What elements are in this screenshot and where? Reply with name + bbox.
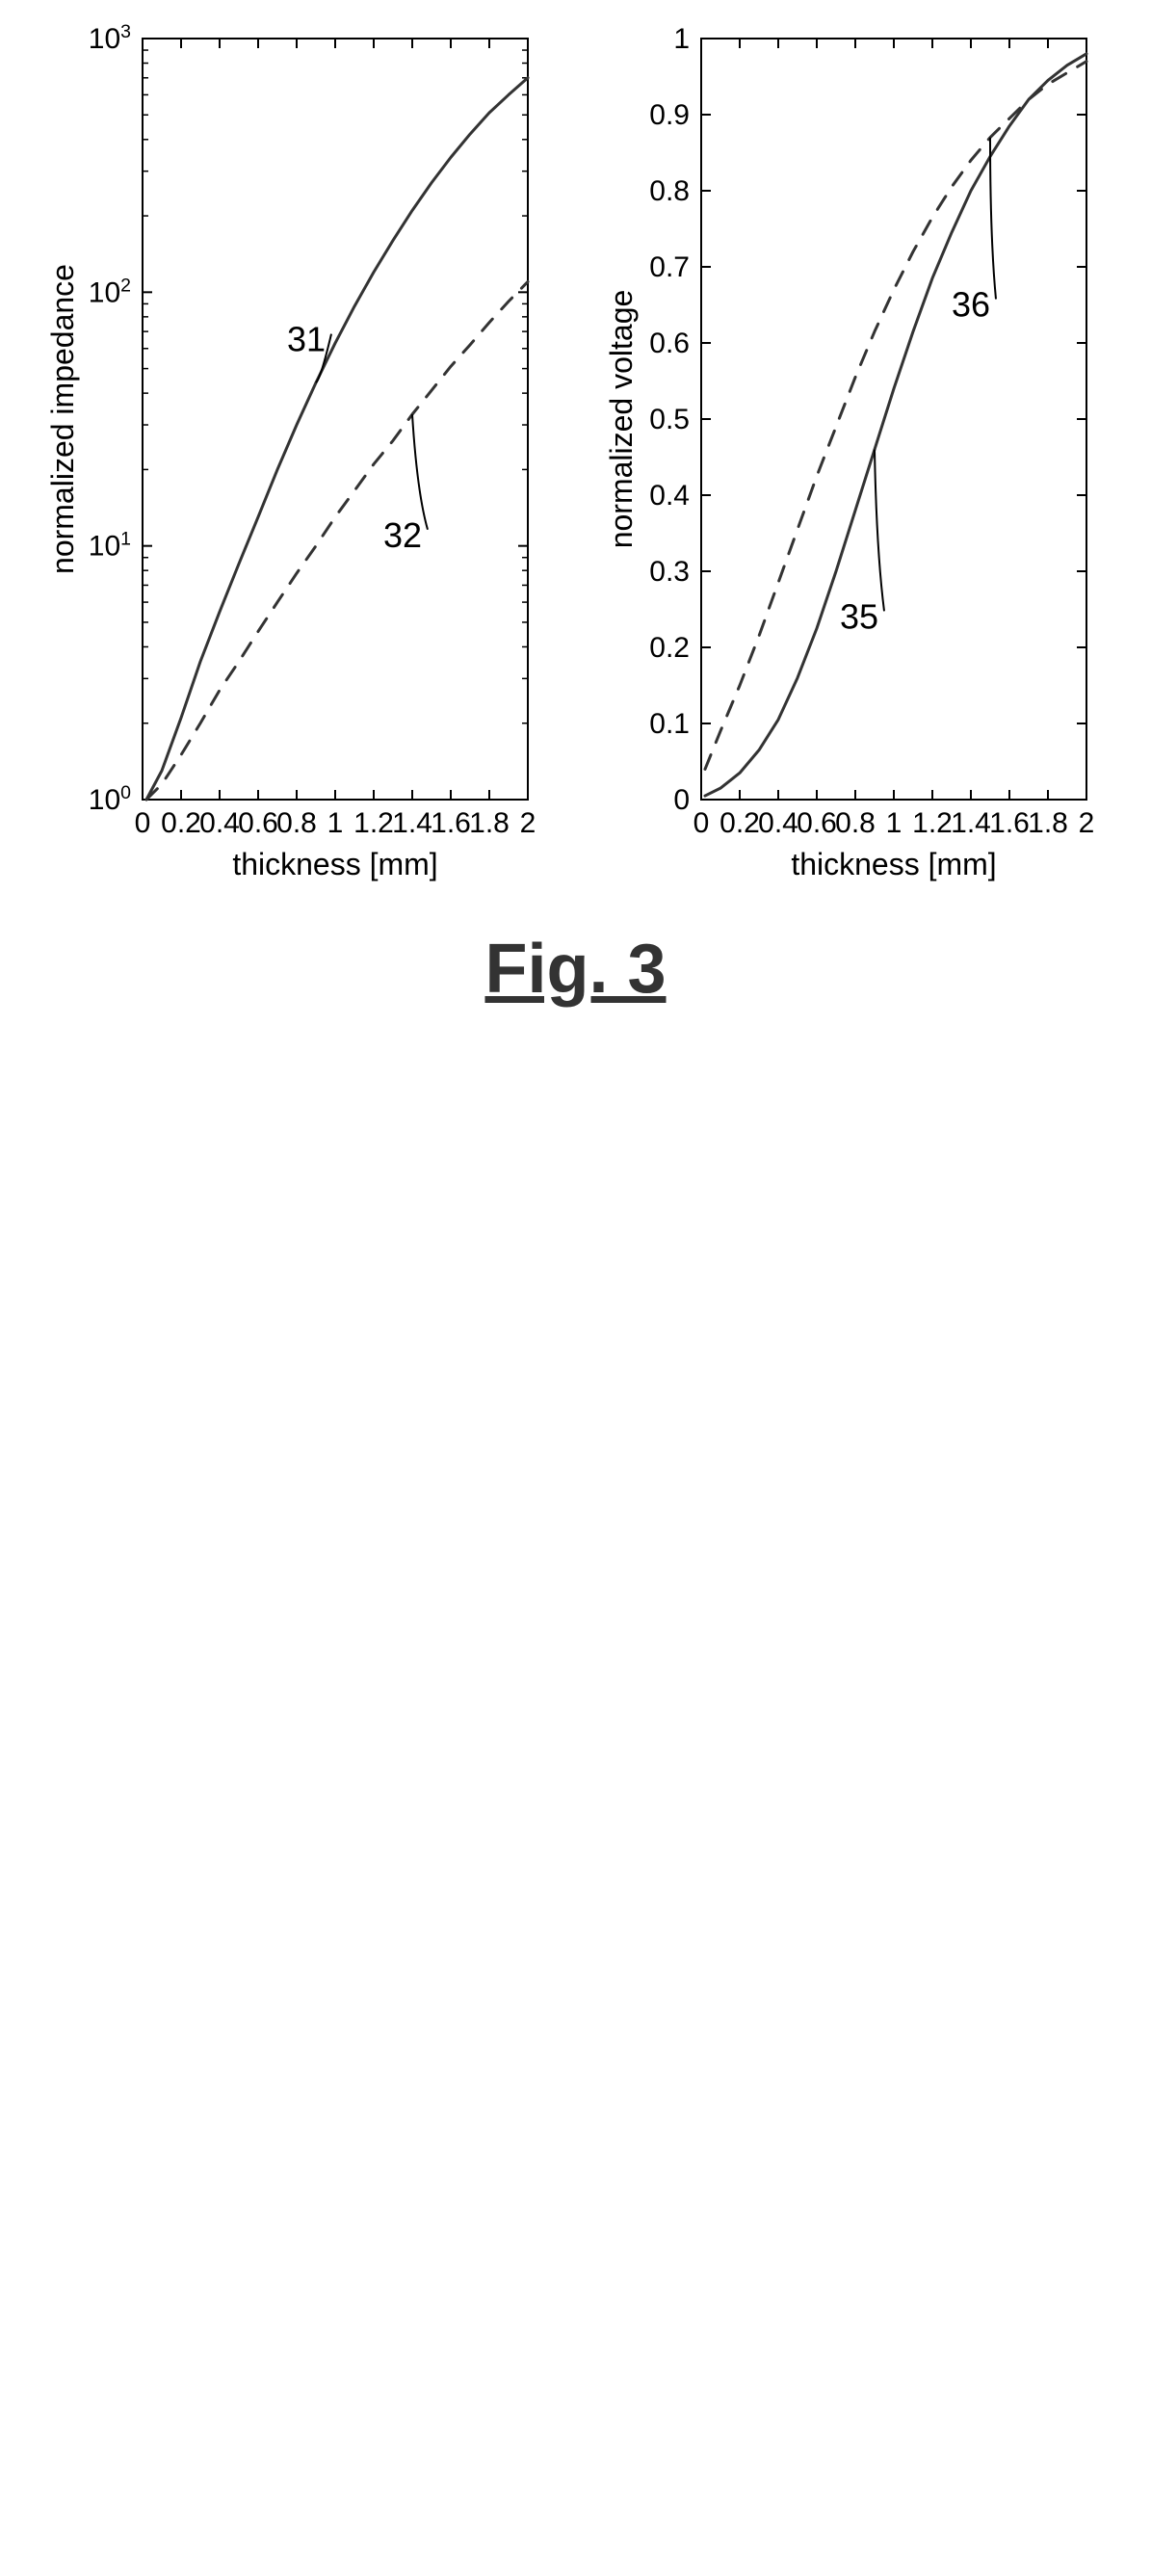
svg-text:102: 102 [88, 275, 130, 308]
svg-text:0.8: 0.8 [276, 807, 317, 839]
svg-text:0: 0 [134, 807, 150, 839]
svg-text:0.2: 0.2 [161, 807, 201, 839]
svg-text:1.4: 1.4 [951, 807, 991, 839]
svg-text:101: 101 [88, 529, 130, 563]
svg-text:thickness [mm]: thickness [mm] [232, 847, 437, 881]
svg-text:32: 32 [382, 515, 421, 555]
svg-text:1.2: 1.2 [353, 807, 394, 839]
right-chart-wrapper: 00.20.40.60.811.21.41.61.8200.10.20.30.4… [605, 19, 1106, 891]
figure-container: 00.20.40.60.811.21.41.61.82100101102103t… [19, 19, 1132, 1009]
svg-text:1.8: 1.8 [469, 807, 510, 839]
svg-text:1: 1 [885, 807, 902, 839]
svg-text:0.7: 0.7 [649, 251, 690, 283]
svg-text:0.6: 0.6 [238, 807, 278, 839]
svg-text:0.8: 0.8 [649, 175, 690, 207]
svg-text:2: 2 [519, 807, 536, 839]
svg-text:0.5: 0.5 [649, 404, 690, 435]
left-chart: 0 0.20.40.60.8 1 1.21.41.61.8 2 100 101 102 103 t… [46, 19, 547, 886]
svg-text:0.8: 0.8 [835, 807, 876, 839]
svg-text:100: 100 [88, 782, 130, 816]
svg-text:1.2: 1.2 [912, 807, 953, 839]
svg-text:103: 103 [88, 21, 130, 55]
svg-text:0: 0 [673, 784, 690, 816]
svg-text:0.4: 0.4 [649, 480, 690, 512]
figure-label: Fig. 3 [484, 930, 666, 1009]
svg-text:1: 1 [327, 807, 343, 839]
left-chart-wrapper: 0 0.20.40.60.8 1 1.21.41.61.8 2 100 101 102 103 t… [46, 19, 547, 891]
svg-text:1.8: 1.8 [1028, 807, 1068, 839]
svg-text:0.1: 0.1 [649, 708, 690, 740]
svg-text:0.9: 0.9 [649, 99, 690, 131]
charts-row: 00.20.40.60.811.21.41.61.82100101102103t… [46, 19, 1106, 891]
svg-text:0.2: 0.2 [649, 632, 690, 664]
svg-text:normalized voltage: normalized voltage [605, 290, 639, 549]
svg-text:31: 31 [286, 320, 325, 359]
svg-text:36: 36 [951, 285, 989, 325]
svg-text:0.6: 0.6 [797, 807, 837, 839]
svg-text:0.4: 0.4 [199, 807, 240, 839]
svg-text:2: 2 [1078, 807, 1094, 839]
svg-text:0.3: 0.3 [649, 556, 690, 588]
svg-text:0.6: 0.6 [649, 328, 690, 359]
svg-text:0: 0 [693, 807, 709, 839]
svg-text:0.4: 0.4 [758, 807, 798, 839]
svg-text:normalized impedance: normalized impedance [46, 264, 80, 574]
right-chart: 00.20.40.60.811.21.41.61.8200.10.20.30.4… [605, 19, 1106, 886]
svg-text:35: 35 [839, 596, 877, 636]
svg-text:1.6: 1.6 [989, 807, 1030, 839]
svg-text:1.4: 1.4 [392, 807, 432, 839]
svg-text:0.2: 0.2 [719, 807, 760, 839]
svg-text:thickness [mm]: thickness [mm] [791, 847, 996, 881]
svg-text:1.6: 1.6 [431, 807, 471, 839]
svg-text:1: 1 [673, 23, 690, 55]
